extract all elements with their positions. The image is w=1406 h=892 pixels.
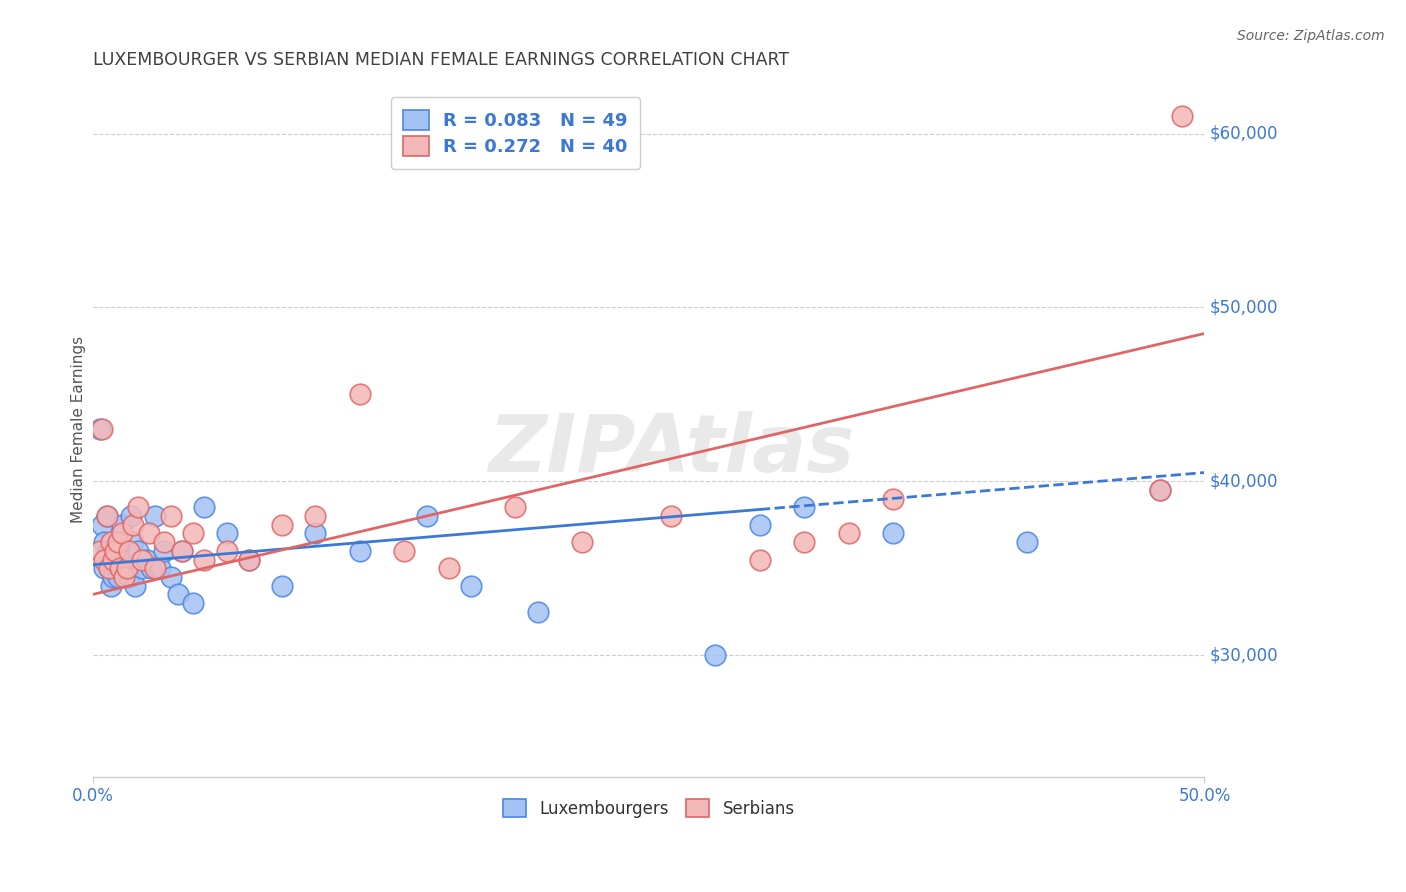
Point — [120, 509, 142, 524]
Point — [111, 552, 134, 566]
Point — [153, 544, 176, 558]
Point — [238, 552, 260, 566]
Point — [122, 535, 145, 549]
Point — [394, 544, 416, 558]
Point — [160, 570, 183, 584]
Point — [437, 561, 460, 575]
Point — [107, 535, 129, 549]
Point — [166, 587, 188, 601]
Point — [172, 544, 194, 558]
Point — [748, 552, 770, 566]
Point — [193, 552, 215, 566]
Point — [93, 561, 115, 575]
Point — [100, 579, 122, 593]
Point — [91, 422, 114, 436]
Point — [160, 509, 183, 524]
Point — [704, 648, 727, 662]
Point — [138, 526, 160, 541]
Point — [238, 552, 260, 566]
Point — [882, 526, 904, 541]
Point — [153, 535, 176, 549]
Point — [122, 517, 145, 532]
Point — [1149, 483, 1171, 497]
Point — [108, 561, 131, 575]
Point — [659, 509, 682, 524]
Legend: Luxembourgers, Serbians: Luxembourgers, Serbians — [496, 792, 801, 824]
Point — [89, 544, 111, 558]
Point — [145, 561, 167, 575]
Point — [571, 535, 593, 549]
Point — [97, 544, 120, 558]
Point — [127, 500, 149, 515]
Point — [118, 544, 141, 558]
Point — [131, 561, 153, 575]
Point — [748, 517, 770, 532]
Point — [93, 535, 115, 549]
Point — [91, 517, 114, 532]
Point — [304, 509, 326, 524]
Point — [181, 526, 204, 541]
Point — [97, 561, 120, 575]
Point — [131, 552, 153, 566]
Point — [349, 544, 371, 558]
Point — [111, 526, 134, 541]
Point — [145, 509, 167, 524]
Point — [1171, 109, 1194, 123]
Point — [181, 596, 204, 610]
Point — [139, 561, 162, 575]
Point — [271, 517, 294, 532]
Text: $50,000: $50,000 — [1211, 299, 1278, 317]
Point — [100, 535, 122, 549]
Point — [460, 579, 482, 593]
Text: $30,000: $30,000 — [1211, 646, 1278, 665]
Point — [115, 561, 138, 575]
Point — [118, 570, 141, 584]
Point — [1149, 483, 1171, 497]
Point — [111, 517, 134, 532]
Point — [135, 552, 157, 566]
Point — [115, 561, 138, 575]
Point — [112, 561, 135, 575]
Point — [505, 500, 527, 515]
Point — [793, 535, 815, 549]
Point — [108, 544, 131, 558]
Point — [124, 579, 146, 593]
Text: Source: ZipAtlas.com: Source: ZipAtlas.com — [1237, 29, 1385, 43]
Point — [1015, 535, 1038, 549]
Point — [172, 544, 194, 558]
Point — [215, 526, 238, 541]
Point — [149, 561, 172, 575]
Point — [93, 552, 115, 566]
Point — [96, 547, 118, 561]
Point — [103, 570, 125, 584]
Point — [793, 500, 815, 515]
Point — [104, 552, 127, 566]
Point — [215, 544, 238, 558]
Point — [107, 570, 129, 584]
Point — [103, 544, 125, 558]
Text: LUXEMBOURGER VS SERBIAN MEDIAN FEMALE EARNINGS CORRELATION CHART: LUXEMBOURGER VS SERBIAN MEDIAN FEMALE EA… — [93, 51, 789, 69]
Point — [96, 509, 118, 524]
Text: $60,000: $60,000 — [1211, 125, 1278, 143]
Point — [526, 605, 548, 619]
Point — [89, 422, 111, 436]
Text: $40,000: $40,000 — [1211, 472, 1278, 491]
Point — [193, 500, 215, 515]
Point — [271, 579, 294, 593]
Point — [415, 509, 437, 524]
Point — [100, 552, 122, 566]
Point — [127, 544, 149, 558]
Point — [838, 526, 860, 541]
Point — [882, 491, 904, 506]
Point — [97, 561, 120, 575]
Point — [96, 509, 118, 524]
Point — [104, 544, 127, 558]
Text: ZIPAtlas: ZIPAtlas — [488, 411, 855, 489]
Point — [103, 552, 125, 566]
Point — [112, 570, 135, 584]
Point — [304, 526, 326, 541]
Point — [349, 387, 371, 401]
Y-axis label: Median Female Earnings: Median Female Earnings — [72, 335, 86, 523]
